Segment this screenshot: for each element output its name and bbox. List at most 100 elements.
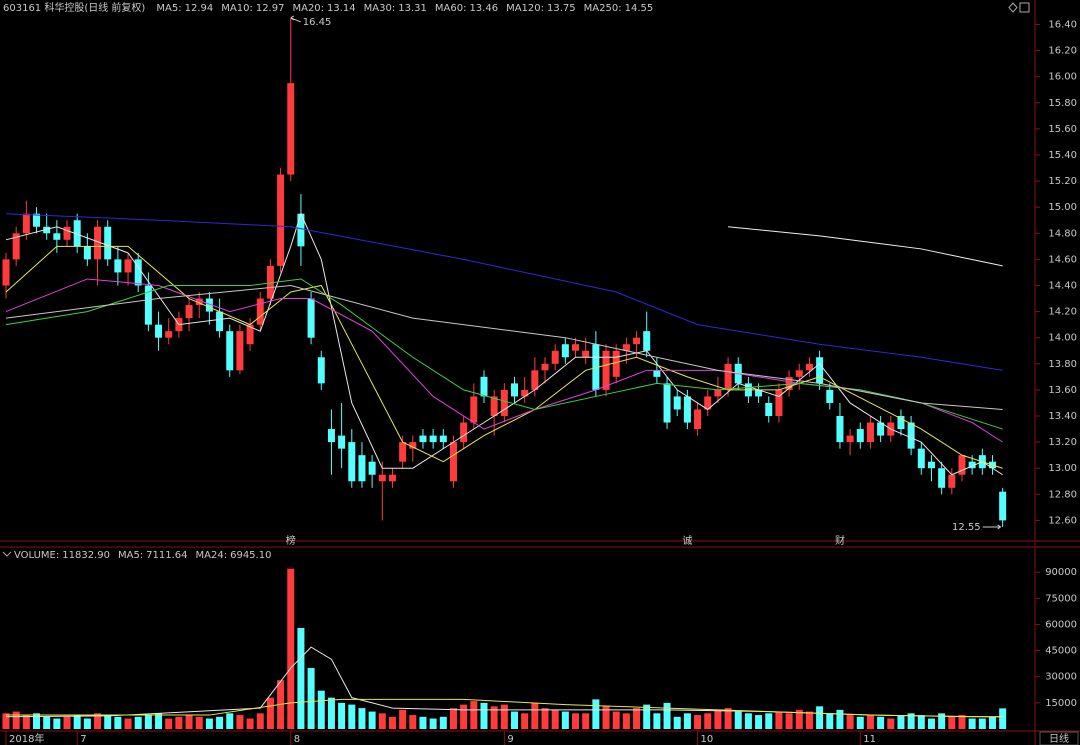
volume-bar: [988, 716, 996, 729]
window-icon[interactable]: [1019, 2, 1030, 13]
volume-bar: [175, 716, 183, 729]
volume-bar: [531, 702, 539, 729]
ma-line: [728, 226, 1003, 267]
candle-body: [511, 383, 518, 397]
candle-body: [907, 422, 915, 449]
volume-bar: [694, 715, 702, 729]
volume-bar: [938, 713, 946, 729]
volume-bar: [765, 713, 773, 729]
y-tick-label: 15.60: [1048, 124, 1077, 135]
y-tick-label: 14.00: [1048, 333, 1077, 344]
candle-body: [43, 226, 51, 234]
candle-body: [256, 298, 264, 325]
volume-bar: [338, 702, 346, 729]
legend-value: 12.97: [256, 3, 285, 14]
volume-bar: [897, 715, 905, 729]
candle-body: [948, 474, 956, 488]
event-marker: 财: [835, 534, 845, 547]
y-tick-label: 13.40: [1048, 411, 1077, 422]
legend-name: MA10:: [221, 3, 253, 14]
volume-bar: [673, 716, 681, 729]
ma-line: [5, 284, 1003, 410]
candle-body: [541, 363, 549, 371]
candle-body: [917, 448, 925, 469]
candle-body: [114, 259, 122, 273]
candle-body: [399, 442, 407, 462]
candle-body: [938, 468, 946, 488]
volume-bar: [144, 715, 152, 729]
ma-line: [5, 245, 1003, 469]
volume-bar: [714, 709, 722, 729]
candle-body: [582, 350, 590, 358]
candle-body: [572, 344, 580, 351]
candle-body: [307, 298, 315, 338]
candle-body: [877, 422, 885, 436]
period-button[interactable]: [1039, 731, 1079, 745]
candle-body: [266, 265, 274, 299]
option-icon[interactable]: [1008, 2, 1018, 13]
volume-bar: [327, 697, 335, 729]
volume-bar: [836, 709, 844, 729]
candle-body: [785, 376, 793, 390]
candle-body: [73, 220, 81, 247]
ma-line: [5, 278, 1003, 430]
candle-body: [765, 402, 773, 417]
candle-body: [846, 435, 854, 443]
candle-body: [144, 285, 152, 325]
x-tick-label: 7: [80, 734, 86, 745]
candle-body: [185, 305, 193, 319]
volume-bar: [43, 716, 51, 729]
v-tick-label: 75000: [1045, 593, 1077, 604]
volume-bar: [826, 713, 834, 729]
volume-bar: [643, 704, 651, 729]
volume-bar: [948, 716, 956, 729]
collapse-icon: [2, 551, 12, 557]
volume-bar: [307, 668, 315, 729]
high-arrow: [290, 15, 301, 23]
candle-body: [826, 389, 834, 403]
volume-bar: [165, 718, 173, 729]
volume-bar: [958, 715, 966, 729]
candle-body: [165, 331, 173, 338]
volume-bar: [633, 708, 641, 729]
candle-body: [368, 461, 376, 475]
volume-bar: [744, 713, 752, 729]
y-tick-label: 13.80: [1048, 359, 1077, 370]
candle-body: [104, 226, 112, 260]
candle-body: [836, 416, 844, 443]
volume-bar: [317, 690, 325, 729]
candle-body: [999, 491, 1007, 521]
volume-bar: [104, 715, 112, 729]
volume-bar: [592, 699, 600, 729]
x-tick-label: 9: [507, 734, 513, 745]
volume-bar: [785, 713, 793, 729]
volume-bar: [348, 704, 356, 729]
volume-bar: [124, 718, 132, 729]
v-tick-label: 30000: [1045, 672, 1077, 683]
y-tick-label: 13.20: [1048, 437, 1077, 448]
candle-body: [134, 259, 142, 286]
volume-bar: [134, 716, 142, 729]
volume-bar: [612, 711, 620, 729]
event-marker: 诚: [682, 535, 692, 547]
candle-body: [551, 350, 559, 364]
candle-body: [2, 259, 10, 286]
candle-body: [897, 416, 905, 430]
ma-line: [5, 212, 1003, 476]
volume-bar: [439, 716, 447, 729]
candle-body: [673, 396, 681, 410]
legend-name: MA20:: [292, 3, 324, 14]
y-tick-label: 15.00: [1048, 202, 1077, 213]
volume-bar: [236, 715, 244, 729]
y-tick-label: 15.40: [1048, 150, 1077, 161]
y-tick-label: 12.60: [1048, 515, 1077, 526]
volume-bar: [602, 706, 610, 729]
high-label: 16.45: [303, 17, 332, 28]
y-tick-label: 14.80: [1048, 228, 1077, 239]
volume-bar: [795, 709, 803, 729]
volume-bar: [480, 702, 488, 729]
y-tick-label: 14.20: [1048, 307, 1077, 318]
candle-body: [226, 331, 234, 371]
candle-body: [856, 429, 864, 443]
